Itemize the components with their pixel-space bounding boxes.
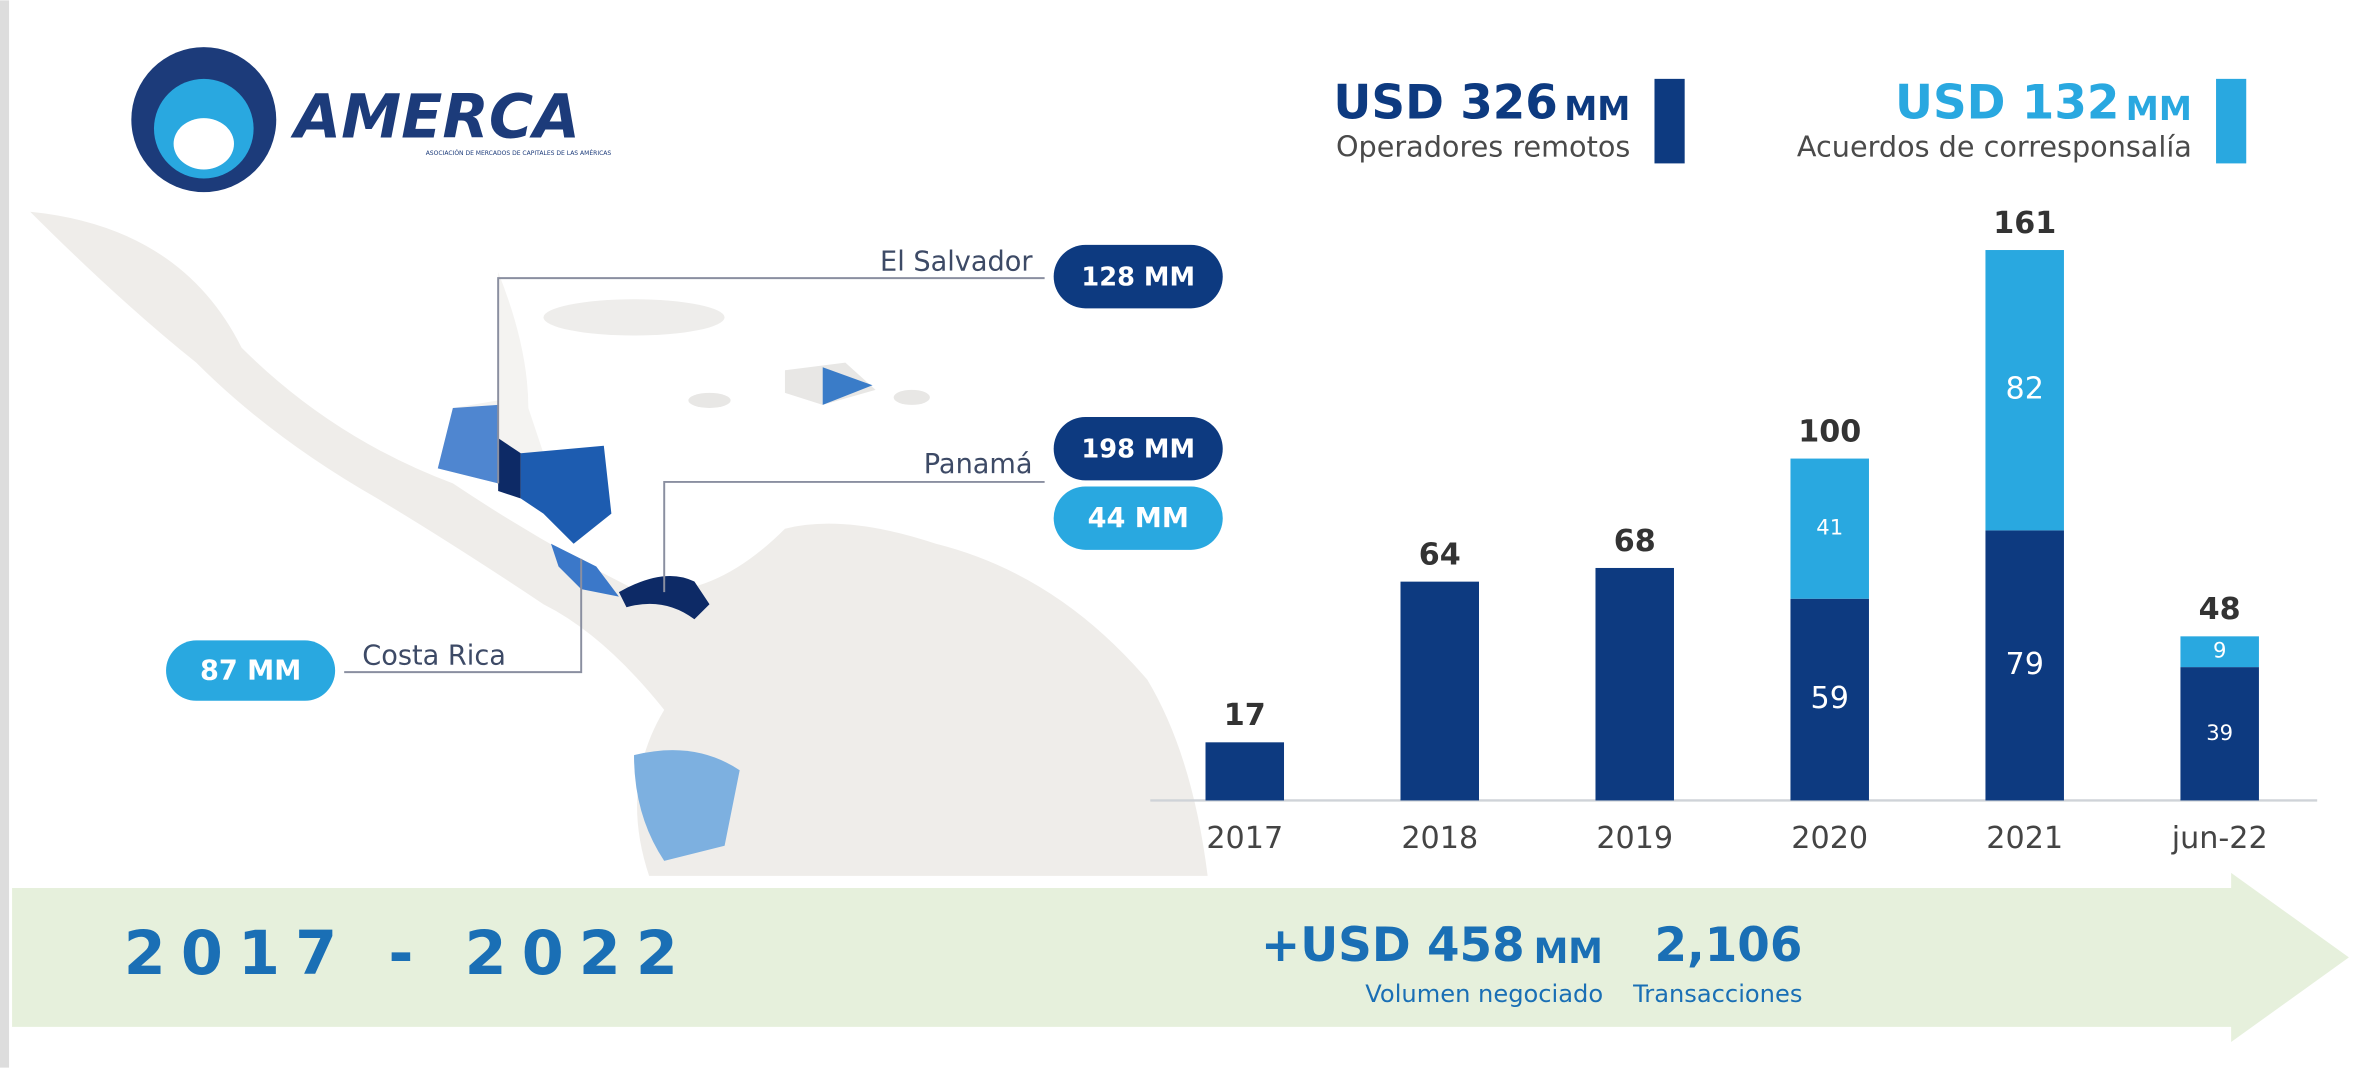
land xyxy=(30,211,1208,876)
period: 2017 - 2022 xyxy=(124,919,693,989)
legend-name: Operadores remotos xyxy=(1336,129,1630,163)
segment-label: 9 xyxy=(2213,638,2226,663)
country xyxy=(520,445,612,544)
country xyxy=(634,750,740,861)
total-label: 17 xyxy=(1224,698,1266,733)
connector xyxy=(663,480,1045,593)
island xyxy=(543,299,725,336)
segment-label: 82 xyxy=(2005,372,2043,407)
legend-swatch xyxy=(1654,78,1685,164)
bar-segment xyxy=(1985,530,2064,801)
total-label: 48 xyxy=(2199,592,2241,627)
logo-tagline: ASOCIACIÓN DE MERCADOS DE CAPITALES DE L… xyxy=(426,148,612,157)
segment-label: 39 xyxy=(2206,720,2233,745)
unit: MM xyxy=(1534,932,1603,972)
legend-name: Acuerdos de corresponsalía xyxy=(1797,129,2192,163)
island xyxy=(688,392,731,408)
segment-label: 79 xyxy=(2005,647,2043,682)
logo-hole xyxy=(173,118,234,170)
volume: +USD 458 xyxy=(1261,919,1525,973)
connector xyxy=(497,277,1045,484)
pill xyxy=(1053,244,1223,309)
transactions-label: Transacciones xyxy=(1632,980,1802,1008)
bar-segment xyxy=(1595,567,1674,801)
total-label: 161 xyxy=(1993,206,2056,241)
logo-text: AMERCA xyxy=(290,83,580,153)
legend-unit: MM xyxy=(2126,89,2192,128)
country xyxy=(618,575,710,620)
bar-segment xyxy=(2180,667,2259,801)
footer: 2017 - 2022 +USD 458 MM Volumen negociad… xyxy=(12,872,2349,1042)
total-label: 64 xyxy=(1419,537,1461,572)
legend-amount: USD 326 xyxy=(1333,77,1557,131)
bar-segment xyxy=(1205,742,1285,801)
bar-segment xyxy=(2180,636,2259,668)
legend-unit: MM xyxy=(1564,89,1630,128)
x-tick-label: 2020 xyxy=(1791,821,1868,856)
arrow xyxy=(12,872,2349,1042)
x-tick-label: 2021 xyxy=(1986,821,2063,856)
bar-segment xyxy=(1400,581,1479,801)
island xyxy=(893,389,930,405)
total-label: 100 xyxy=(1798,414,1861,449)
segment-label: 59 xyxy=(1811,681,1849,716)
country xyxy=(437,404,499,484)
pill xyxy=(1053,417,1223,481)
country-label: Costa Rica xyxy=(362,641,506,672)
edge xyxy=(0,0,10,1068)
country-label: Panamá xyxy=(924,449,1033,480)
bar-segment xyxy=(1790,598,1869,801)
bar-segment xyxy=(1985,250,2064,531)
segment-label: 41 xyxy=(1816,515,1843,540)
x-tick-label: jun-22 xyxy=(2171,821,2268,856)
legend-amount: USD 132 xyxy=(1895,77,2119,131)
total-label: 68 xyxy=(1614,524,1656,559)
bar-segment xyxy=(1790,458,1869,599)
amount: 44 MM xyxy=(1088,503,1189,534)
x-tick-label: 2018 xyxy=(1401,821,1478,856)
amount: 87 MM xyxy=(200,656,301,687)
volume-label: Volumen negociado xyxy=(1365,980,1603,1008)
transactions: 2,106 xyxy=(1654,919,1802,973)
connector xyxy=(344,558,583,674)
island xyxy=(822,367,873,405)
country xyxy=(550,543,619,597)
logo: AMERCA ASOCIACIÓN DE MERCADOS DE CAPITAL… xyxy=(131,47,612,193)
x-tick-label: 2019 xyxy=(1596,821,1673,856)
map: El Salvador Panamá Costa Rica 128 MM 198… xyxy=(30,211,1223,876)
pill xyxy=(1053,486,1223,550)
legend-swatch xyxy=(2216,78,2247,164)
country xyxy=(498,438,521,499)
amount: 198 MM xyxy=(1081,435,1195,465)
x-tick-label: 2017 xyxy=(1206,821,1283,856)
country-label: El Salvador xyxy=(880,247,1033,278)
amount: 128 MM xyxy=(1081,263,1195,293)
pill xyxy=(166,640,336,701)
